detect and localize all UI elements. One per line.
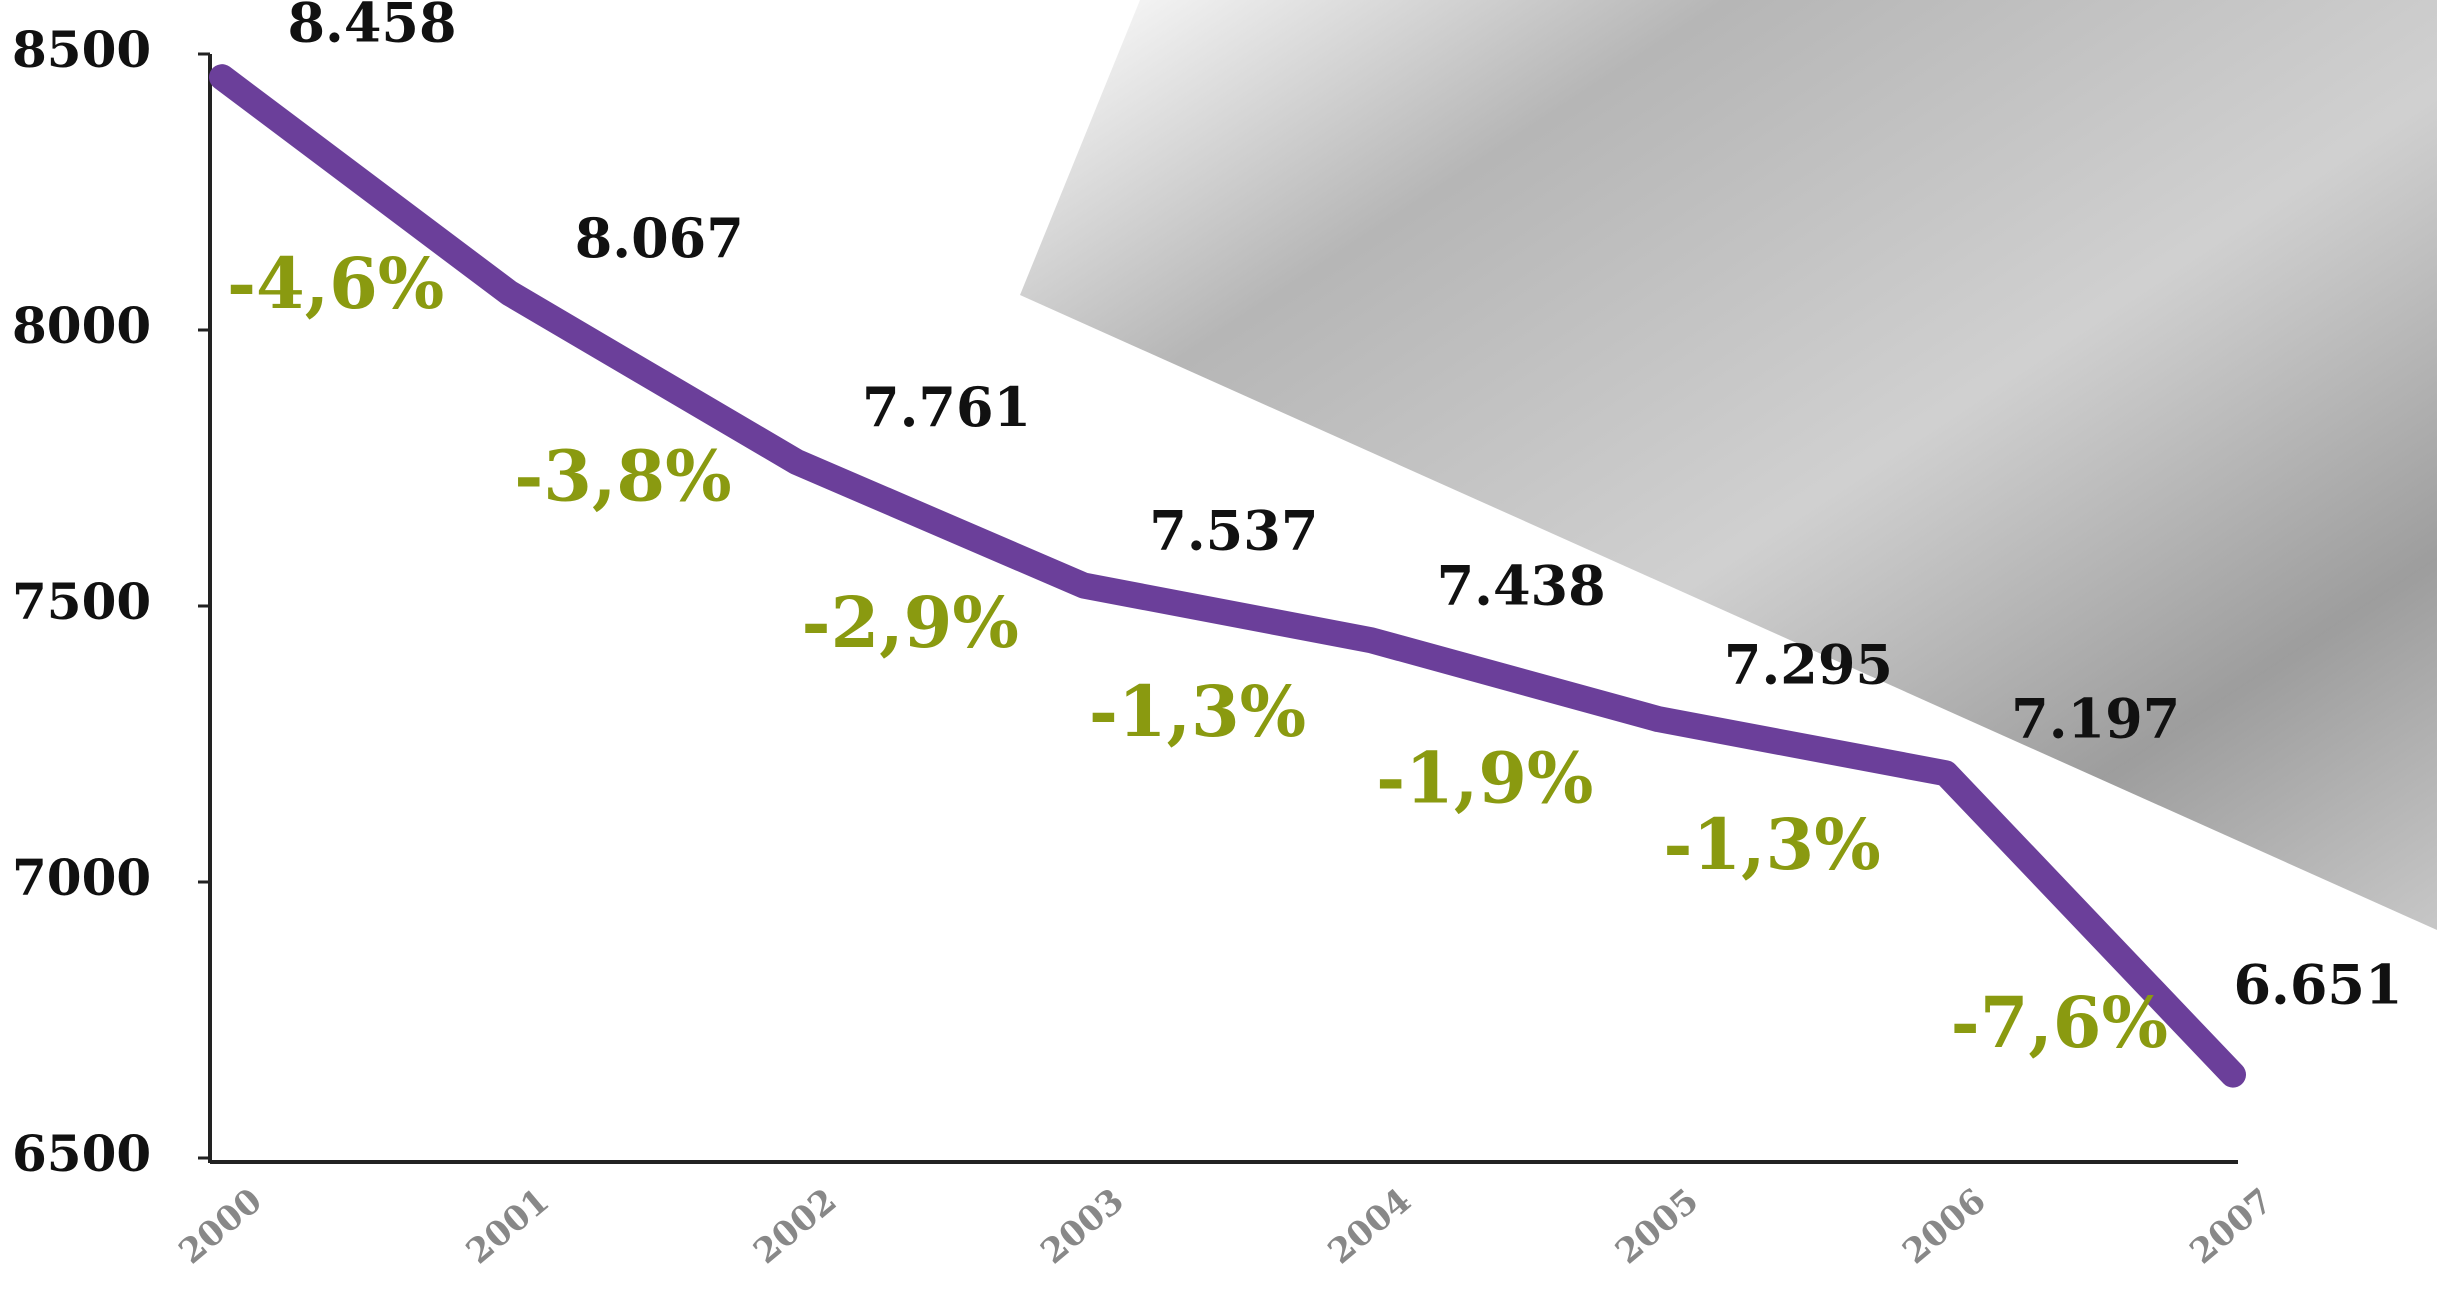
data-label: 7.761 [862,375,1031,439]
change-annotation: -2,9% [802,581,1019,664]
x-tick-label: 2004 [1321,1181,1419,1272]
change-annotation: -4,6% [227,242,444,325]
data-label: 6.651 [2233,953,2402,1017]
background-photo [1020,0,2437,930]
y-tick-label: 7000 [12,848,151,907]
change-annotation: -3,8% [514,434,731,517]
data-label: 7.197 [2011,686,2180,750]
x-tick-label: 2002 [746,1181,844,1272]
change-annotation: -7,6% [1951,981,2168,1064]
data-label: 8.067 [575,206,744,270]
x-tick-label: 2001 [459,1181,557,1272]
data-label: 7.537 [1149,499,1318,563]
data-label: 7.438 [1437,553,1606,617]
x-tick-label: 2005 [1608,1181,1706,1272]
y-tick-label: 7500 [12,572,151,631]
y-tick-label: 8000 [12,296,151,355]
axes [208,54,2238,1164]
data-label: 7.295 [1724,632,1893,696]
change-annotation: -1,3% [1663,803,1880,886]
change-annotation: -1,3% [1089,670,1306,753]
change-annotation: -1,9% [1376,737,1593,820]
x-tick-label: 2003 [1033,1181,1131,1272]
x-tick-label: 2000 [172,1181,270,1272]
data-line [209,64,2246,1088]
x-tick-label: 2007 [2183,1181,2281,1272]
y-tick-label: 8500 [12,20,151,79]
x-tick-label: 2006 [1895,1181,1993,1272]
data-label: 8.458 [287,0,456,54]
y-tick-label: 6500 [12,1124,151,1183]
